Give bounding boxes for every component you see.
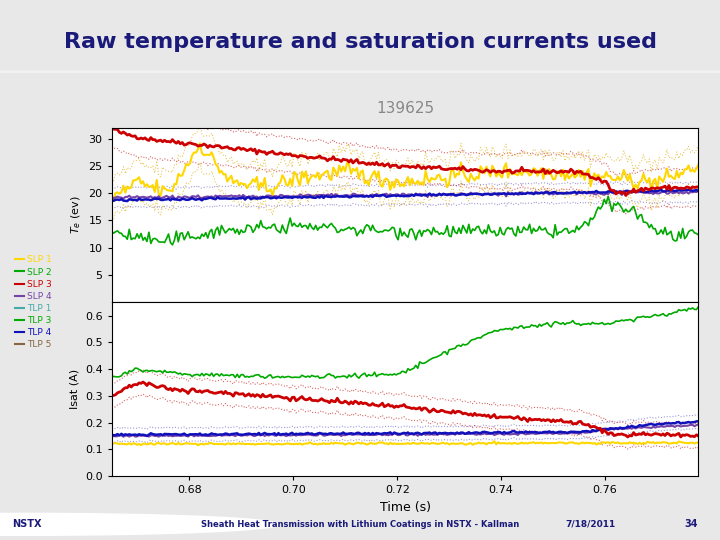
Bar: [0, 71, 720, 72]
Bar: [0, 71, 720, 72]
Text: NSTX: NSTX: [13, 519, 42, 529]
Bar: [0, 71, 720, 72]
Bar: [0, 71, 720, 72]
Bar: [0, 72, 720, 73]
Bar: [0, 71, 720, 72]
Text: Raw temperature and saturation currents used: Raw temperature and saturation currents …: [63, 32, 657, 52]
Bar: [0, 72, 720, 73]
Y-axis label: $T_e$ (ev): $T_e$ (ev): [69, 195, 83, 234]
Bar: [0, 71, 720, 72]
Text: 7/18/2011: 7/18/2011: [565, 520, 616, 529]
Y-axis label: Isat (A): Isat (A): [69, 369, 79, 409]
Bar: [0, 72, 720, 73]
X-axis label: Time (s): Time (s): [379, 501, 431, 514]
Bar: [0, 71, 720, 72]
Bar: [0, 72, 720, 73]
Bar: [0, 72, 720, 73]
Bar: [0, 71, 720, 72]
Bar: [0, 71, 720, 72]
Bar: [0, 71, 720, 72]
Bar: [0, 72, 720, 73]
Bar: [0, 71, 720, 72]
Text: 139625: 139625: [376, 101, 434, 116]
Bar: [0, 71, 720, 72]
Bar: [0, 71, 720, 72]
Bar: [0, 72, 720, 73]
Bar: [0, 72, 720, 73]
Bar: [0, 71, 720, 72]
Bar: [0, 71, 720, 72]
Bar: [0, 72, 720, 73]
Bar: [0, 71, 720, 72]
Bar: [0, 71, 720, 72]
Bar: [0, 72, 720, 73]
Bar: [0, 71, 720, 72]
Bar: [0, 72, 720, 73]
Bar: [0, 71, 720, 72]
Bar: [0, 71, 720, 72]
Bar: [0, 71, 720, 72]
Bar: [0, 72, 720, 73]
Bar: [0, 71, 720, 72]
Bar: [0, 71, 720, 72]
Bar: [0, 72, 720, 73]
Bar: [0, 71, 720, 72]
Bar: [0, 71, 720, 72]
Text: 34: 34: [685, 519, 698, 529]
Bar: [0, 71, 720, 72]
Bar: [0, 72, 720, 73]
Bar: [0, 72, 720, 73]
Bar: [0, 72, 720, 73]
Legend: SLP 1, SLP 2, SLP 3, SLP 4, TLP 1, TLP 3, TLP 4, TLP 5: SLP 1, SLP 2, SLP 3, SLP 4, TLP 1, TLP 3…: [12, 252, 55, 353]
Bar: [0, 71, 720, 72]
Bar: [0, 71, 720, 72]
Bar: [0, 71, 720, 72]
Bar: [0, 72, 720, 73]
Bar: [0, 72, 720, 73]
Bar: [0, 72, 720, 73]
Bar: [0, 71, 720, 72]
Bar: [0, 71, 720, 72]
Bar: [0, 72, 720, 73]
Bar: [0, 71, 720, 72]
Bar: [0, 71, 720, 72]
Bar: [0, 71, 720, 72]
Bar: [0, 72, 720, 73]
Bar: [0, 71, 720, 72]
Bar: [0, 71, 720, 72]
Text: Sheath Heat Transmission with Lithium Coatings in NSTX - Kallman: Sheath Heat Transmission with Lithium Co…: [201, 520, 519, 529]
Bar: [0, 72, 720, 73]
Bar: [0, 71, 720, 72]
Bar: [0, 72, 720, 73]
Bar: [0, 71, 720, 72]
Bar: [0, 71, 720, 72]
Bar: [0, 71, 720, 72]
Bar: [0, 71, 720, 72]
Bar: [0, 72, 720, 73]
Circle shape: [0, 514, 279, 535]
